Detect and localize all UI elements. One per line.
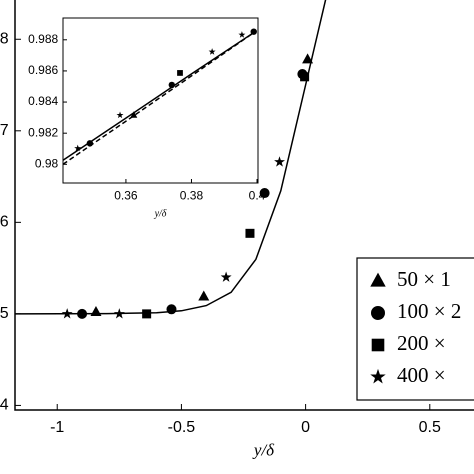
x-tick-label: 0.38 bbox=[180, 188, 204, 202]
marker bbox=[302, 53, 314, 64]
y-tick-label: 0.98 bbox=[35, 156, 59, 170]
marker bbox=[86, 140, 94, 147]
profile-line bbox=[62, 31, 256, 165]
x-tick-label: -1 bbox=[50, 419, 64, 436]
marker bbox=[370, 368, 386, 384]
marker bbox=[61, 308, 73, 319]
marker bbox=[259, 188, 270, 199]
y-tick-label: 0.986 bbox=[28, 63, 58, 77]
legend-label: 200 × bbox=[397, 331, 446, 355]
y-tick-label: 0.5 bbox=[0, 305, 9, 322]
y-tick-label: 0.982 bbox=[28, 125, 58, 139]
y-tick-label: 0.8 bbox=[0, 30, 9, 47]
y-tick-label: 0.6 bbox=[0, 214, 9, 231]
marker bbox=[371, 338, 385, 352]
x-tick-label: 0.36 bbox=[114, 188, 138, 202]
marker bbox=[90, 306, 102, 317]
legend-label: 400 × bbox=[397, 363, 446, 387]
plot-frame bbox=[62, 17, 259, 184]
marker bbox=[168, 81, 176, 89]
marker bbox=[116, 111, 124, 119]
marker bbox=[274, 156, 285, 167]
marker bbox=[113, 308, 125, 319]
x-tick-label: -0.5 bbox=[168, 419, 196, 436]
y-tick-label: 0.7 bbox=[0, 122, 9, 139]
marker bbox=[370, 272, 386, 287]
marker bbox=[250, 28, 257, 35]
marker bbox=[177, 70, 183, 76]
marker bbox=[74, 144, 82, 152]
marker bbox=[208, 48, 216, 55]
marker bbox=[238, 31, 246, 38]
marker bbox=[142, 309, 152, 319]
x-tick-label: 0.5 bbox=[419, 419, 441, 436]
legend-label: 100 × 2 bbox=[397, 299, 461, 323]
x-tick-label: 0.4 bbox=[249, 188, 266, 202]
marker bbox=[130, 111, 138, 118]
x-axis-label: y/δ bbox=[154, 208, 167, 219]
marker bbox=[245, 228, 255, 238]
marker bbox=[77, 308, 88, 319]
y-tick-label: 0.4 bbox=[0, 397, 9, 414]
marker bbox=[220, 271, 232, 282]
profile-line bbox=[62, 31, 256, 161]
x-tick-label: 0 bbox=[301, 419, 310, 436]
marker bbox=[371, 306, 385, 320]
marker bbox=[166, 304, 177, 315]
marker bbox=[198, 290, 210, 301]
x-axis-label: y/δ bbox=[252, 441, 275, 460]
y-tick-label: 0.984 bbox=[28, 94, 58, 108]
marker bbox=[300, 72, 310, 82]
y-tick-label: 0.988 bbox=[28, 32, 58, 46]
legend-label: 50 × 1 bbox=[397, 267, 451, 291]
